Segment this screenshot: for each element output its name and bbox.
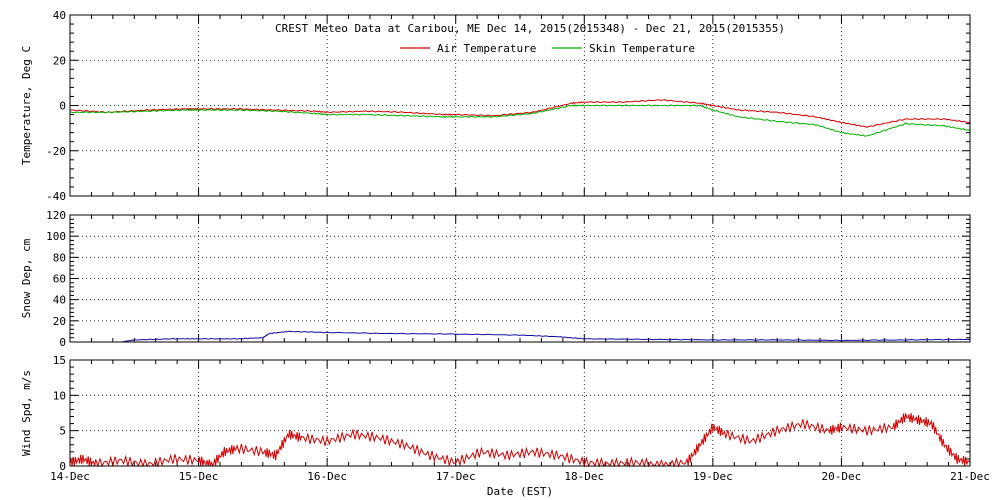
y-tick-label: 15 bbox=[53, 354, 66, 367]
panel-frame bbox=[69, 14, 971, 197]
y-axis-label: Snow Dep, cm bbox=[20, 238, 33, 318]
x-tick-label: 21-Dec bbox=[950, 470, 990, 483]
y-axis-label: Temperature, Deg C bbox=[20, 46, 33, 165]
y-tick-label: 80 bbox=[53, 251, 66, 264]
y-tick-label: 20 bbox=[53, 315, 66, 328]
y-axis-label: Wind Spd, m/s bbox=[20, 370, 33, 456]
y-tick-label: 5 bbox=[59, 425, 66, 438]
series-line bbox=[121, 330, 971, 343]
y-tick-label: 40 bbox=[53, 294, 66, 307]
x-tick-label: 20-Dec bbox=[822, 470, 862, 483]
legend: Air Temperature Skin Temperature bbox=[400, 42, 695, 55]
y-tick-label: 120 bbox=[46, 209, 66, 222]
x-tick-label: 18-Dec bbox=[564, 470, 604, 483]
y-tick-label: 0 bbox=[59, 100, 66, 113]
snow-depth-panel: 0 20 40 60 80 100 120 Snow Dep, cm bbox=[20, 209, 971, 349]
legend-label: Air Temperature bbox=[437, 42, 536, 55]
y-tick-label: 100 bbox=[46, 230, 66, 243]
x-tick-label: 16-Dec bbox=[307, 470, 347, 483]
y-tick-label: 60 bbox=[53, 273, 66, 286]
series-line bbox=[70, 99, 971, 128]
y-tick-label: 10 bbox=[53, 389, 66, 402]
x-tick-label: 19-Dec bbox=[693, 470, 733, 483]
y-tick-label: -40 bbox=[46, 190, 66, 203]
series-line bbox=[69, 413, 971, 468]
x-tick-label: 17-Dec bbox=[436, 470, 476, 483]
wind-speed-panel: 0 5 10 15 Wind Spd, m/s 14-Dec 15-Dec 16-Dec 17-… bbox=[20, 354, 990, 483]
panel-frame bbox=[69, 214, 971, 343]
y-tick-label: 40 bbox=[53, 9, 66, 22]
panel-frame bbox=[69, 359, 971, 467]
y-tick-label: 0 bbox=[59, 336, 66, 349]
y-tick-label: -20 bbox=[46, 145, 66, 158]
x-tick-label: 15-Dec bbox=[179, 470, 219, 483]
y-tick-label: 0 bbox=[59, 460, 66, 473]
x-axis-label: Date (EST) bbox=[487, 485, 553, 498]
series-line bbox=[69, 104, 971, 137]
y-tick-label: 20 bbox=[53, 54, 66, 67]
chart-title: CREST Meteo Data at Caribou, ME Dec 14, … bbox=[275, 22, 785, 35]
temperature-panel: -40 -20 0 20 40 Temperature, Deg C bbox=[20, 9, 971, 203]
legend-label: Skin Temperature bbox=[589, 42, 695, 55]
x-tick-label: 14-Dec bbox=[50, 470, 90, 483]
